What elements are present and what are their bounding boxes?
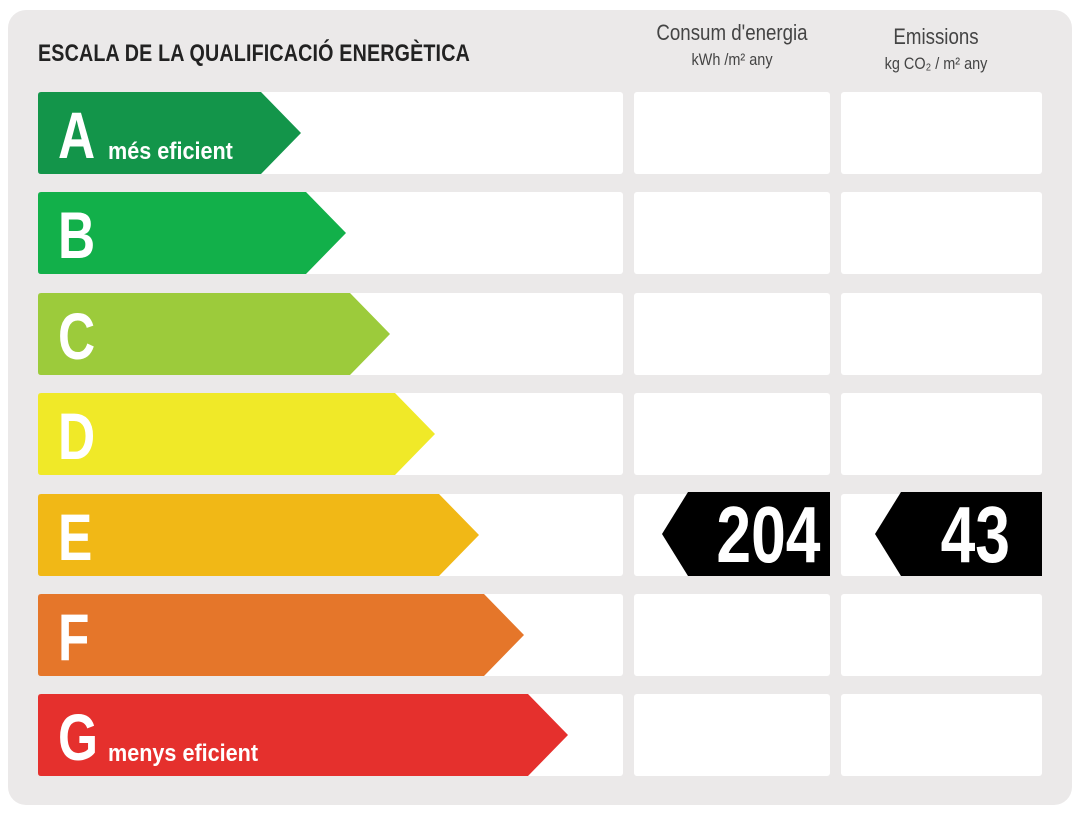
arrow-shape xyxy=(38,694,568,776)
arrow-shape xyxy=(38,494,479,576)
rating-letter: B xyxy=(58,198,96,272)
arrow-shape xyxy=(38,92,301,174)
emissions-cell-A xyxy=(841,92,1042,174)
energy-value: 204 xyxy=(715,490,820,579)
arrow-shape xyxy=(38,293,390,375)
emissions-value-indicator: 43 xyxy=(875,490,1042,579)
rating-arrow-D: D xyxy=(38,393,435,475)
energy-value-indicator: 204 xyxy=(662,490,830,579)
energy-column-header: Consum d'energia kWh /m² any xyxy=(634,20,830,70)
energy-cell-C xyxy=(634,293,830,375)
energy-column-title: Consum d'energia xyxy=(656,20,808,45)
rating-letter: E xyxy=(58,500,93,574)
emissions-column-title: Emissions xyxy=(893,24,979,49)
rating-letter: A xyxy=(58,98,96,172)
emissions-cell-B xyxy=(841,192,1042,274)
energy-cell-F xyxy=(634,594,830,676)
rating-arrow-B: B xyxy=(38,192,346,274)
emissions-cell-C xyxy=(841,293,1042,375)
rating-arrow-F: F xyxy=(38,594,524,676)
emissions-value: 43 xyxy=(940,490,1010,579)
arrow-shape xyxy=(38,594,524,676)
emissions-column-header: Emissions kg CO₂ / m² any xyxy=(841,24,1031,74)
energy-cell-G xyxy=(634,694,830,776)
energy-column-unit: kWh /m² any xyxy=(691,50,773,69)
rating-letter: C xyxy=(58,299,96,373)
arrow-shape xyxy=(38,192,346,274)
rating-arrow-C: C xyxy=(38,293,390,375)
emissions-cell-F xyxy=(841,594,1042,676)
rating-sublabel: menys eficient xyxy=(108,740,259,767)
energy-cell-A xyxy=(634,92,830,174)
emissions-cell-G xyxy=(841,694,1042,776)
page-title: ESCALA DE LA QUALIFICACIÓ ENERGÈTICA xyxy=(38,40,470,67)
emissions-cell-D xyxy=(841,393,1042,475)
rating-arrow-E: E xyxy=(38,494,479,576)
rating-letter: G xyxy=(58,700,99,774)
rating-sublabel: més eficient xyxy=(108,138,233,165)
rating-letter: D xyxy=(58,399,96,473)
rating-letter: F xyxy=(58,600,90,674)
energy-cell-D xyxy=(634,393,830,475)
emissions-column-unit: kg CO₂ / m² any xyxy=(884,54,988,73)
energy-cell-B xyxy=(634,192,830,274)
arrow-shape xyxy=(38,393,435,475)
